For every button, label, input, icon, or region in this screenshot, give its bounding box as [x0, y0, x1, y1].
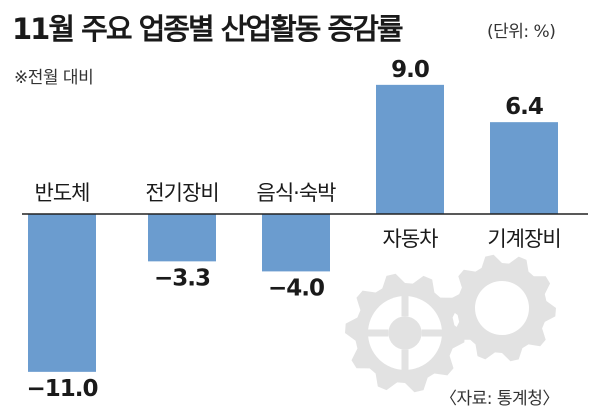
category-label: 음식·숙박	[257, 181, 337, 205]
category-label: 반도체	[35, 181, 90, 205]
bar	[148, 214, 216, 262]
comparison-note: ※전월 대비	[14, 68, 94, 88]
gear-decoration	[345, 254, 556, 393]
data-label: 9.0	[391, 57, 429, 83]
bar	[28, 214, 96, 372]
gear-icon	[345, 273, 465, 393]
category-label: 전기장비	[145, 181, 218, 205]
bar	[262, 214, 330, 272]
gear-icon	[448, 254, 556, 362]
data-label: 6.4	[505, 94, 543, 120]
chart-title: 11월 주요 업종별 산업활동 증감률	[12, 12, 404, 46]
data-label: −4.0	[268, 275, 324, 301]
source-label: 〈자료: 통계청〉	[440, 389, 559, 409]
unit-label: (단위: %)	[487, 22, 556, 42]
labels-group: −11.0 반도체 −3.3 전기장비 −4.0 음식·숙박 9.0 자동차 6.4 기계장비	[26, 57, 561, 402]
bars-group	[28, 84, 558, 372]
data-label: −11.0	[26, 376, 97, 402]
bar	[376, 84, 444, 214]
bar	[490, 122, 558, 214]
category-label: 기계장비	[487, 227, 560, 251]
category-label: 자동차	[383, 227, 439, 251]
data-label: −3.3	[154, 265, 210, 291]
